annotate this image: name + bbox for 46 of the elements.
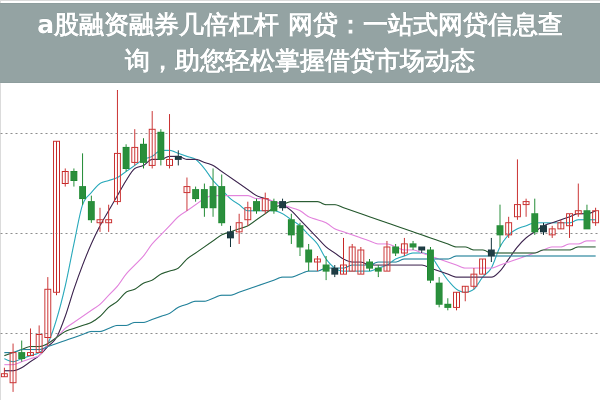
candlestick bbox=[592, 207, 600, 226]
candlestick bbox=[253, 198, 260, 214]
candlestick bbox=[131, 128, 138, 166]
candlestick bbox=[70, 168, 78, 188]
candlestick bbox=[192, 186, 200, 202]
candlestick bbox=[366, 258, 374, 272]
candlestick bbox=[357, 246, 364, 275]
candlestick bbox=[79, 152, 86, 206]
candlestick bbox=[462, 286, 469, 302]
candlestick bbox=[62, 168, 69, 188]
candlestick bbox=[166, 114, 174, 169]
candlestick bbox=[531, 198, 538, 236]
candlestick bbox=[184, 177, 190, 212]
candlestick bbox=[314, 256, 321, 272]
candlestick bbox=[148, 110, 156, 169]
candlestick bbox=[88, 195, 95, 224]
candlestick bbox=[174, 150, 182, 166]
candlestick bbox=[270, 198, 278, 214]
candlestick bbox=[436, 276, 443, 308]
candlestick bbox=[322, 256, 330, 281]
candlestick bbox=[384, 240, 390, 272]
candlestick bbox=[331, 264, 338, 278]
candlestick bbox=[453, 292, 460, 311]
candlestick bbox=[392, 243, 400, 256]
chart-title: a股融资融券几倍杠杆 网贷：一站式网贷信息查询，助您轻松掌握借贷市场动态 bbox=[37, 10, 563, 75]
candlestick bbox=[574, 183, 582, 218]
candlestick bbox=[444, 298, 452, 311]
candlestick bbox=[262, 192, 269, 214]
candlestick bbox=[18, 340, 26, 362]
candlestick bbox=[305, 243, 312, 272]
candlestick bbox=[410, 240, 416, 250]
candlestick bbox=[140, 138, 147, 169]
candlestick bbox=[374, 264, 382, 278]
candlestick bbox=[114, 89, 121, 206]
candlestick bbox=[226, 225, 234, 248]
candlestick bbox=[236, 213, 243, 244]
candlestick bbox=[122, 144, 130, 172]
candlestick bbox=[279, 198, 286, 212]
candlestick bbox=[505, 216, 512, 238]
candlestick bbox=[584, 204, 590, 230]
candlestick bbox=[548, 225, 556, 238]
candlestick bbox=[244, 201, 252, 226]
candlestick bbox=[540, 222, 547, 236]
candlestick bbox=[496, 204, 504, 248]
candlestick bbox=[488, 237, 495, 263]
candlestick bbox=[400, 237, 408, 256]
